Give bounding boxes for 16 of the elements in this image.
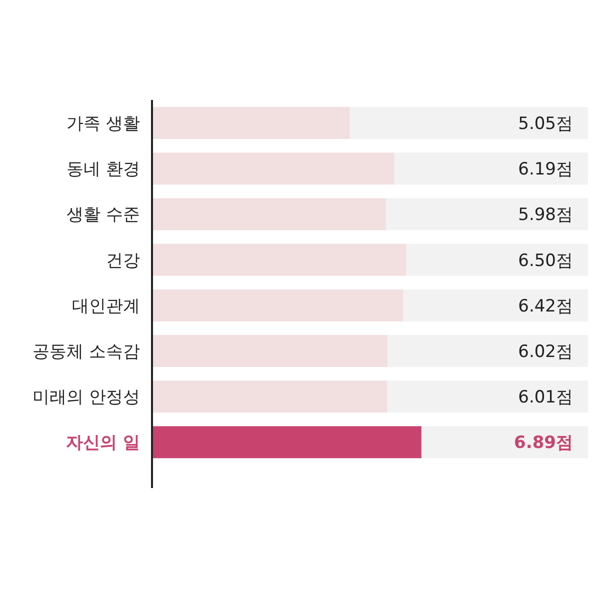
data-label: 6.01점: [518, 388, 573, 408]
y-tick-label: 자신의 일: [66, 433, 140, 454]
y-tick-label: 공동체 소속감: [32, 342, 140, 362]
y-tick-label: 미래의 안정성: [32, 388, 140, 408]
data-label: 5.05점: [518, 114, 573, 134]
data-label: 6.42점: [518, 296, 573, 316]
y-tick-label: 건강: [106, 250, 140, 271]
data-label: 6.19점: [518, 160, 573, 180]
data-label: 6.02점: [518, 342, 573, 362]
data-label: 6.50점: [518, 250, 573, 271]
y-tick-label: 생활 수준: [66, 205, 140, 226]
y-tick-label: 가족 생활: [66, 114, 140, 134]
data-label: 6.89점: [514, 433, 573, 454]
data-label: 5.98점: [518, 205, 573, 226]
y-tick-label: 대인관계: [72, 296, 140, 316]
y-tick-label: 동네 환경: [66, 160, 140, 180]
